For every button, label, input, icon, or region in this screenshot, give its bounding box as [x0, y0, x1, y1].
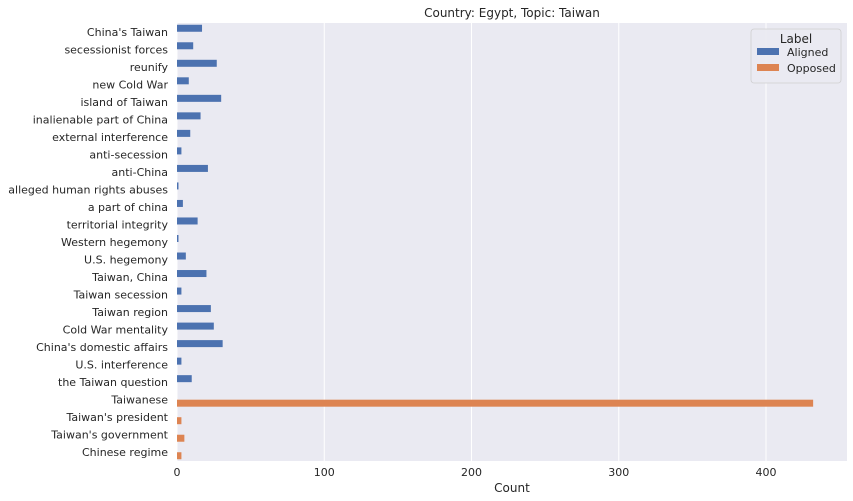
bar-aligned: [177, 217, 198, 225]
y-tick-label: Cold War mentality: [63, 324, 169, 337]
bar-aligned: [177, 42, 194, 50]
y-tick-label: external interference: [52, 131, 168, 144]
x-axis-label: Count: [494, 481, 530, 495]
bar-aligned: [177, 164, 208, 172]
x-tick-label: 300: [608, 466, 629, 479]
chart-title: Country: Egypt, Topic: Taiwan: [424, 6, 600, 20]
y-tick-label: alleged human rights abuses: [8, 183, 168, 196]
bar-opposed: [177, 434, 185, 442]
bar-aligned: [177, 252, 186, 260]
bar-aligned: [177, 112, 201, 120]
legend-label: Aligned: [787, 46, 828, 59]
bar-aligned: [177, 77, 189, 85]
y-tick-label: the Taiwan question: [58, 376, 168, 389]
y-tick-label: Taiwan, China: [91, 271, 168, 284]
y-tick-label: Taiwan region: [91, 306, 168, 319]
legend-title: Label: [780, 32, 812, 46]
bar-opposed: [177, 452, 182, 460]
legend-swatch: [757, 48, 779, 55]
bar-aligned: [177, 182, 179, 190]
bar-aligned: [177, 375, 192, 383]
bar-aligned: [177, 129, 191, 137]
y-tick-label: Taiwanese: [110, 394, 168, 407]
y-tick-label: Taiwan secession: [73, 289, 168, 302]
x-tick-labels: 0 100 200 300 400: [174, 466, 777, 479]
bar-opposed: [177, 417, 182, 425]
y-tick-label: Taiwan's president: [65, 411, 168, 424]
y-tick-label: anti-secession: [89, 148, 168, 161]
y-tick-label: China's domestic affairs: [36, 341, 168, 354]
x-tick-label: 400: [756, 466, 777, 479]
bar-aligned: [177, 287, 182, 295]
y-tick-label: a part of china: [88, 201, 168, 214]
x-tick-label: 100: [314, 466, 335, 479]
bar-aligned: [177, 147, 182, 155]
y-tick-label: territorial integrity: [67, 218, 169, 231]
y-tick-label: anti-China: [112, 166, 168, 179]
plot-area: [177, 23, 847, 461]
bar-aligned: [177, 199, 183, 207]
legend: Label Aligned Opposed: [750, 28, 842, 84]
bar-aligned: [177, 322, 214, 330]
bar-aligned: [177, 24, 203, 32]
y-tick-label: U.S. hegemony: [84, 254, 168, 267]
y-tick-label: island of Taiwan: [80, 96, 168, 109]
x-tick-label: 0: [174, 466, 181, 479]
legend-swatch: [757, 64, 779, 71]
bar-aligned: [177, 94, 222, 102]
y-tick-label: Western hegemony: [61, 236, 169, 249]
bar-aligned: [177, 357, 182, 365]
bar-aligned: [177, 305, 211, 313]
bar-aligned: [177, 340, 223, 348]
bar-aligned: [177, 270, 207, 278]
y-tick-label: inalienable part of China: [33, 113, 168, 126]
y-tick-label: secessionist forces: [64, 43, 168, 56]
x-tick-label: 200: [461, 466, 482, 479]
bar-aligned: [177, 59, 217, 67]
y-tick-label: U.S. interference: [75, 359, 168, 372]
y-tick-label: China's Taiwan: [87, 26, 168, 39]
bar-aligned: [177, 234, 179, 242]
y-tick-label: Chinese regime: [82, 446, 168, 459]
y-tick-label: reunify: [130, 61, 169, 74]
y-tick-labels: China's Taiwan secessionist forces reunify…: [8, 26, 168, 459]
legend-label: Opposed: [787, 62, 836, 75]
y-tick-label: new Cold War: [92, 78, 168, 91]
gridlines: [176, 23, 767, 461]
bars: [177, 24, 814, 460]
y-tick-label: Taiwan's government: [50, 429, 168, 442]
bar-opposed: [177, 399, 814, 407]
